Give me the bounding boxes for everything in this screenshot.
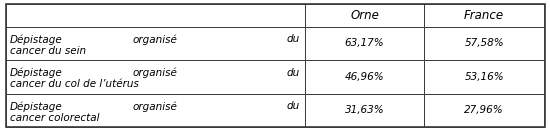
Bar [6,94,305,127]
Text: organisé: organisé [133,34,178,45]
Text: 53,16%: 53,16% [464,72,504,82]
Bar [305,60,424,94]
Bar [424,4,544,27]
Text: 27,96%: 27,96% [464,105,504,115]
Text: du: du [287,68,300,78]
Bar [305,27,424,60]
Text: Orne: Orne [350,9,379,22]
Text: cancer du col de l’utérus: cancer du col de l’utérus [10,79,139,89]
Text: organisé: organisé [133,101,178,112]
Text: Dépistage: Dépistage [10,34,63,45]
Text: du: du [287,101,300,111]
Bar [6,4,305,27]
Text: France: France [464,9,504,22]
Text: 46,96%: 46,96% [345,72,384,82]
Bar [424,94,544,127]
Bar [6,27,305,60]
Bar [424,60,544,94]
Text: du: du [287,34,300,44]
Text: cancer du sein: cancer du sein [10,46,86,56]
Bar [305,94,424,127]
Text: 63,17%: 63,17% [345,38,384,48]
Bar [424,27,544,60]
Text: 31,63%: 31,63% [345,105,384,115]
Bar [305,4,424,27]
Text: cancer colorectal: cancer colorectal [10,113,100,123]
Text: 57,58%: 57,58% [464,38,504,48]
Text: organisé: organisé [133,68,178,78]
Bar [6,60,305,94]
Text: Dépistage: Dépistage [10,68,63,78]
Text: Dépistage: Dépistage [10,101,63,112]
